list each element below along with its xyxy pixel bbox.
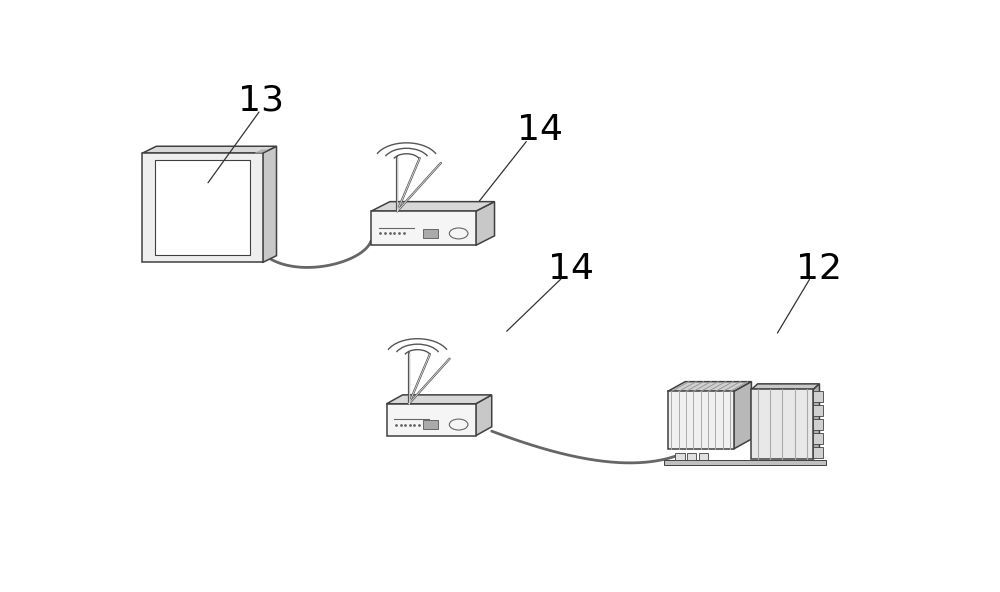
Polygon shape — [813, 384, 819, 459]
Polygon shape — [813, 433, 823, 444]
Polygon shape — [813, 391, 823, 402]
Polygon shape — [813, 419, 823, 430]
Polygon shape — [371, 202, 495, 211]
Polygon shape — [155, 160, 250, 255]
Polygon shape — [476, 202, 495, 246]
Polygon shape — [687, 452, 696, 460]
Polygon shape — [423, 420, 438, 429]
Text: 13: 13 — [238, 83, 284, 118]
Polygon shape — [263, 146, 277, 262]
Polygon shape — [142, 146, 277, 153]
Polygon shape — [387, 395, 492, 404]
Polygon shape — [699, 452, 708, 460]
Text: 14: 14 — [548, 252, 594, 287]
Polygon shape — [751, 384, 819, 390]
Polygon shape — [423, 229, 438, 238]
Polygon shape — [476, 395, 492, 436]
Polygon shape — [668, 391, 734, 449]
Polygon shape — [142, 153, 263, 262]
Polygon shape — [387, 404, 476, 436]
Polygon shape — [813, 447, 823, 458]
Polygon shape — [668, 382, 751, 391]
Polygon shape — [751, 390, 813, 459]
Text: 14: 14 — [517, 113, 563, 147]
Text: 12: 12 — [796, 252, 842, 287]
Polygon shape — [664, 460, 826, 465]
Polygon shape — [675, 452, 685, 460]
Polygon shape — [734, 382, 751, 449]
Polygon shape — [813, 405, 823, 416]
Polygon shape — [371, 211, 476, 246]
